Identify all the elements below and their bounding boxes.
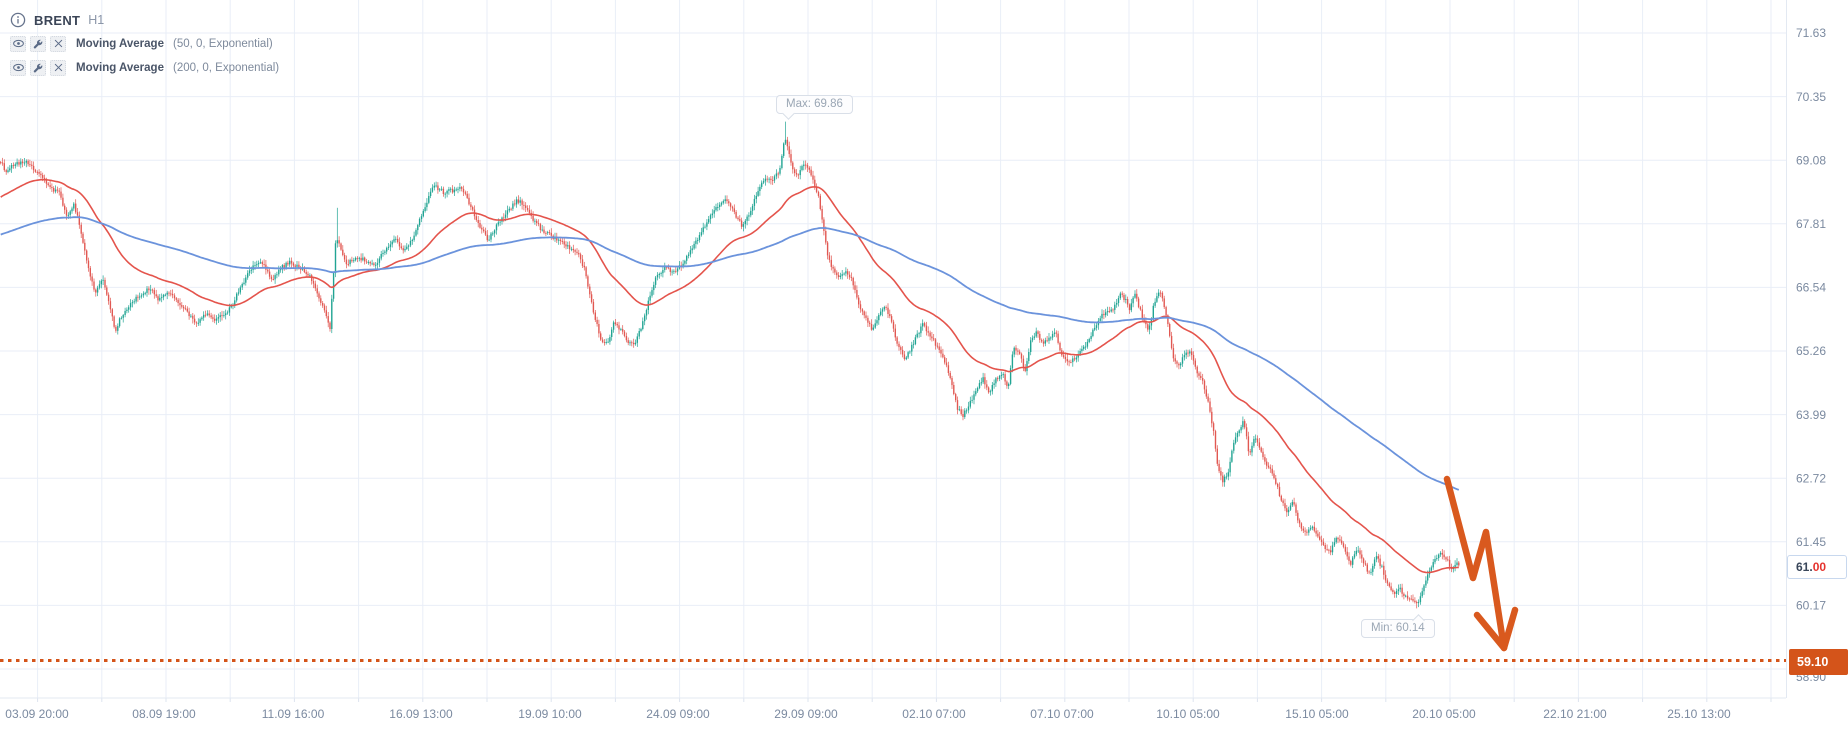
indicator-params: (50, 0, Exponential): [172, 37, 273, 50]
price-tick-label: 60.17: [1796, 599, 1826, 613]
candle-series: [0, 121, 1460, 609]
time-tick-label: 20.10 05:00: [1412, 707, 1476, 721]
indicator-row-ma50: Moving Average (50, 0, Exponential): [10, 35, 273, 52]
time-tick-label: 15.10 05:00: [1285, 707, 1349, 721]
time-tick-label: 29.09 09:00: [774, 707, 838, 721]
close-icon[interactable]: [50, 59, 66, 76]
price-tick-label: 67.81: [1796, 217, 1826, 231]
ema50-line: [0, 178, 1459, 574]
target-price-label: 59.10: [1789, 649, 1848, 675]
min-price-text: Min: 60.14: [1371, 622, 1425, 634]
eye-icon[interactable]: [10, 59, 26, 76]
indicator-name[interactable]: Moving Average: [76, 61, 164, 74]
instrument-header: BRENT H1: [10, 12, 104, 28]
time-tick-label: 22.10 21:00: [1543, 707, 1607, 721]
price-tick-label: 65.26: [1796, 344, 1826, 358]
price-tick-label: 62.72: [1796, 471, 1826, 485]
price-tick-label: 70.35: [1796, 90, 1826, 104]
last-price-label: 61. 00: [1787, 555, 1847, 579]
ema200-line: [0, 216, 1460, 491]
price-tick-label: 61.45: [1796, 535, 1826, 549]
instrument-symbol: BRENT: [34, 12, 81, 28]
drawn-arrow-annotation[interactable]: [1443, 475, 1508, 652]
last-price-main: 61.: [1796, 560, 1813, 574]
timeframe-label: H1: [88, 13, 105, 27]
last-price-changed-digits: 00: [1812, 560, 1827, 574]
time-tick-label: 02.10 07:00: [902, 707, 966, 721]
time-tick-label: 16.09 13:00: [389, 707, 453, 721]
close-icon[interactable]: [50, 35, 66, 52]
min-price-tooltip: Min: 60.14: [1361, 613, 1435, 638]
price-tick-label: 71.63: [1796, 26, 1826, 40]
time-tick-label: 03.09 20:00: [5, 707, 69, 721]
wrench-icon[interactable]: [30, 59, 46, 76]
price-tick-label: 69.08: [1796, 153, 1826, 167]
price-tick-label: 66.54: [1796, 281, 1826, 295]
price-tick-label: 63.99: [1796, 408, 1826, 422]
indicator-name[interactable]: Moving Average: [76, 37, 164, 50]
time-tick-label: 08.09 19:00: [132, 707, 196, 721]
max-price-tooltip: Max: 69.86: [776, 95, 853, 120]
time-tick-label: 25.10 13:00: [1667, 707, 1731, 721]
max-price-text: Max: 69.86: [786, 98, 843, 110]
indicator-row-ma200: Moving Average (200, 0, Exponential): [10, 59, 279, 76]
indicator-params: (200, 0, Exponential): [172, 61, 280, 74]
time-tick-label: 24.09 09:00: [646, 707, 710, 721]
drawn-arrow-head: [1473, 606, 1519, 652]
time-tick-label: 07.10 07:00: [1030, 707, 1094, 721]
info-icon[interactable]: [10, 12, 26, 28]
eye-icon[interactable]: [10, 35, 26, 52]
time-tick-label: 10.10 05:00: [1156, 707, 1220, 721]
wrench-icon[interactable]: [30, 35, 46, 52]
target-price-text: 59.10: [1797, 655, 1829, 669]
time-tick-label: 19.09 10:00: [518, 707, 582, 721]
time-tick-label: 11.09 16:00: [262, 707, 325, 721]
